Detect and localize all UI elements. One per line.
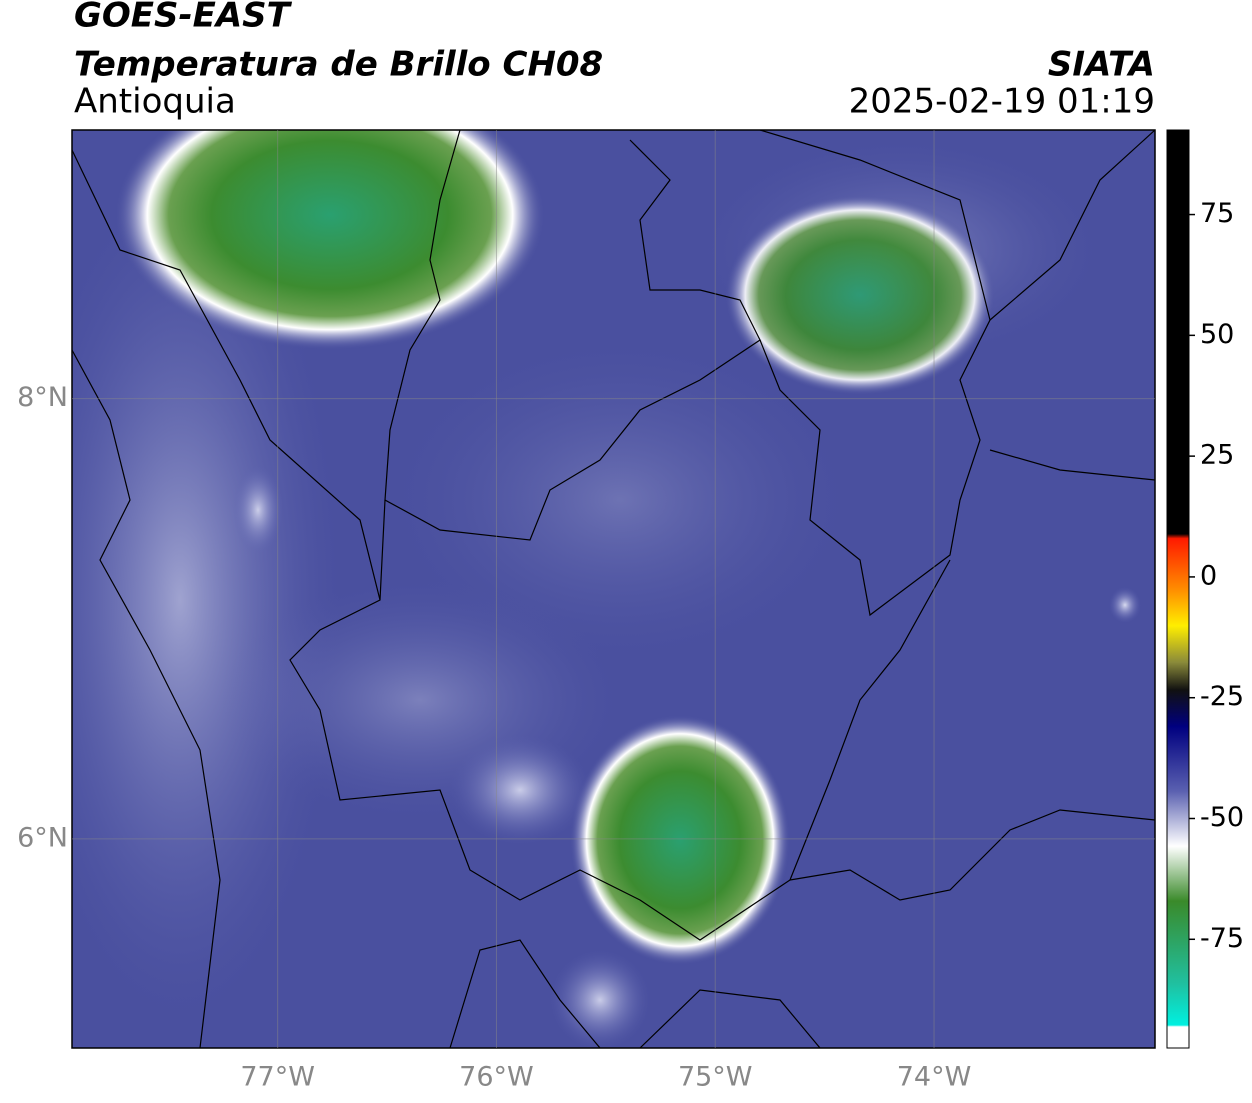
x-tick-label: 74°W [897,1062,972,1093]
colorbar-tick-label: 25 [1200,440,1234,471]
colorbar-tick-label: -75 [1200,923,1244,954]
map-frame [71,129,1156,1049]
region: Antioquia [74,82,236,122]
colorbar-tick-label: 50 [1200,319,1234,350]
subtitle: Temperatura de Brillo CH08 [74,45,603,85]
colorbar-tick-label: -50 [1200,802,1244,833]
colorbar-tick-label: -25 [1200,681,1244,712]
title: GOES-EAST [74,0,293,36]
colorbar-axis: 75 50 25 0 -25 -50 -75 [1189,198,1244,954]
y-tick-label: 6°N [17,822,68,853]
colorbar-tick-label: 0 [1200,560,1217,591]
map-axes: 77°W 76°W 75°W 74°W 8°N 6°N [17,130,1155,1093]
colorbar-tick-label: 75 [1200,198,1234,229]
colorbar [1166,129,1190,1049]
x-tick-label: 77°W [240,1062,315,1093]
x-tick-label: 76°W [459,1062,534,1093]
x-tick-label: 75°W [678,1062,753,1093]
source: SIATA [1048,45,1155,85]
satellite-image [72,130,1155,1048]
boundaries [72,130,1155,1048]
datetime: 2025-02-19 01:19 [849,82,1155,122]
header: GOES-EAST Temperatura de Brillo CH08 Ant… [74,0,1155,122]
y-tick-label: 8°N [17,382,68,413]
